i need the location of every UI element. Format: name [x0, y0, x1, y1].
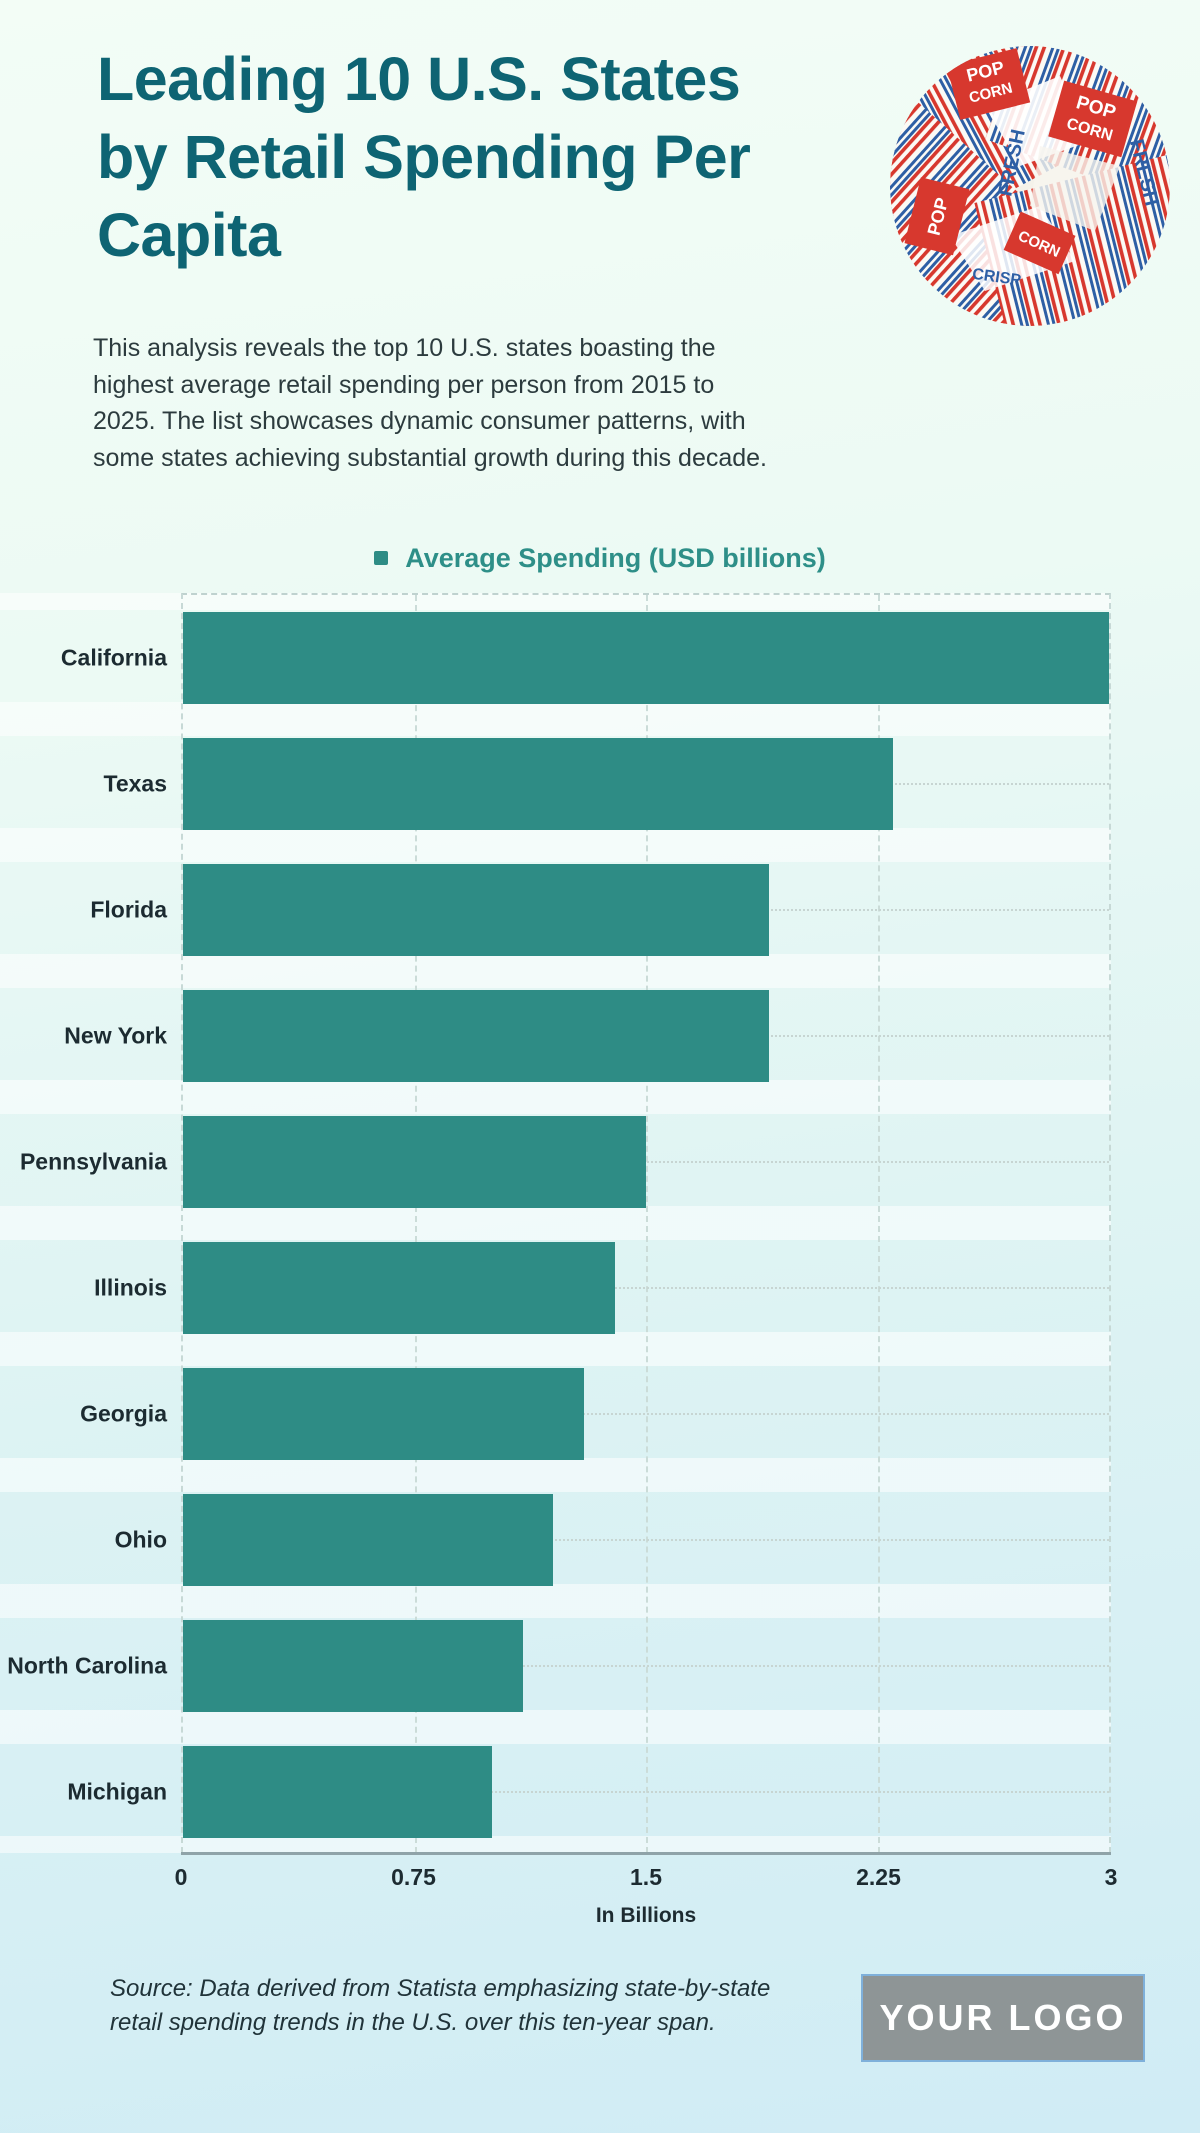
bar-michigan: [183, 1746, 492, 1838]
row-gridline: [183, 1791, 1109, 1793]
category-label: California: [60, 644, 167, 671]
source-note: Source: Data derived from Statista empha…: [110, 1972, 810, 2040]
vertical-gridline: [877, 595, 880, 1853]
page-title-line: Leading 10 U.S. States: [97, 45, 741, 113]
x-axis-title: In Billions: [595, 1904, 697, 1927]
bar-new-york: [183, 990, 770, 1082]
row-gridline: [183, 1161, 1109, 1163]
bar-georgia: [183, 1368, 585, 1460]
vertical-gridline: [414, 595, 417, 1853]
page-title-line: by Retail Spending Per: [97, 123, 751, 191]
x-axis-ticks: 0 0.75 1.5 2.25 3: [175, 1864, 1118, 1894]
popcorn-photo: POP CORN POP CORN POP CORN FRESH FRESH: [890, 46, 1170, 326]
bar-row: Texas: [103, 721, 1109, 847]
bar-ohio: [183, 1494, 554, 1586]
x-tick-label: 1.5: [630, 1864, 662, 1890]
description-text: This analysis reveals the top 10 U.S. st…: [93, 334, 767, 472]
row-gridline: [183, 1665, 1109, 1667]
x-tick-label: 3: [1104, 1864, 1118, 1890]
bar-north-carolina: [183, 1620, 523, 1712]
category-label: Florida: [90, 896, 167, 923]
bar-texas: [183, 738, 893, 830]
chart-legend: Average Spending (USD billions): [0, 540, 1200, 576]
popcorn-photo-graphic: POP CORN POP CORN POP CORN FRESH FRESH: [890, 46, 1170, 326]
legend-label: Average Spending (USD billions): [405, 542, 826, 573]
source-note-line: Source: Data derived from Statista empha…: [110, 1975, 771, 2002]
category-label: Ohio: [114, 1526, 167, 1553]
source-note-line: retail spending trends in the U.S. over …: [110, 2009, 716, 2036]
category-label: Pennsylvania: [19, 1148, 167, 1175]
x-tick-label: 0.75: [391, 1864, 436, 1890]
bar-row: Michigan: [67, 1729, 1109, 1855]
page-title: Leading 10 U.S. States by Retail Spendin…: [97, 40, 897, 274]
bar-california: [183, 612, 1109, 704]
logo-placeholder: YOUR LOGO: [861, 1974, 1145, 2062]
bar-illinois: [183, 1242, 616, 1334]
category-label: North Carolina: [7, 1652, 167, 1679]
x-tick-label: 2.25: [856, 1864, 901, 1890]
bar-row: New York: [64, 973, 1109, 1099]
bar-row: Georgia: [80, 1351, 1109, 1477]
bag-text-crisp: CRISP: [971, 266, 1022, 290]
category-label: Michigan: [67, 1778, 167, 1805]
x-tick-label: 0: [174, 1864, 188, 1890]
row-gridline: [183, 1413, 1109, 1415]
vertical-gridline: [646, 595, 648, 1853]
row-gridline: [183, 1539, 1109, 1541]
bar-chart-plot-area: California Texas Florida New York Pennsylvan…: [7, 593, 1111, 1855]
category-label: Georgia: [80, 1400, 167, 1427]
row-gridline: [183, 1287, 1109, 1289]
bar-pennsylvania: [183, 1116, 646, 1208]
bar-row: Ohio: [115, 1477, 1109, 1603]
category-label: Texas: [103, 770, 167, 797]
logo-text: YOUR LOGO: [879, 1997, 1127, 2038]
legend-swatch: [374, 551, 389, 565]
x-axis-line: [181, 1852, 1111, 1855]
category-label: New York: [64, 1022, 167, 1049]
bar-row: Florida: [90, 847, 1109, 973]
bar-row: Illinois: [94, 1225, 1109, 1351]
bar-rows: California Texas Florida New York Pennsylvan…: [7, 595, 1109, 1855]
page-title-line: Capita: [97, 201, 281, 269]
bar-row: North Carolina: [7, 1603, 1109, 1729]
category-label: Illinois: [94, 1274, 167, 1301]
bar-row: California: [61, 595, 1109, 721]
bar-row: Pennsylvania: [20, 1099, 1109, 1225]
bar-florida: [183, 864, 770, 956]
